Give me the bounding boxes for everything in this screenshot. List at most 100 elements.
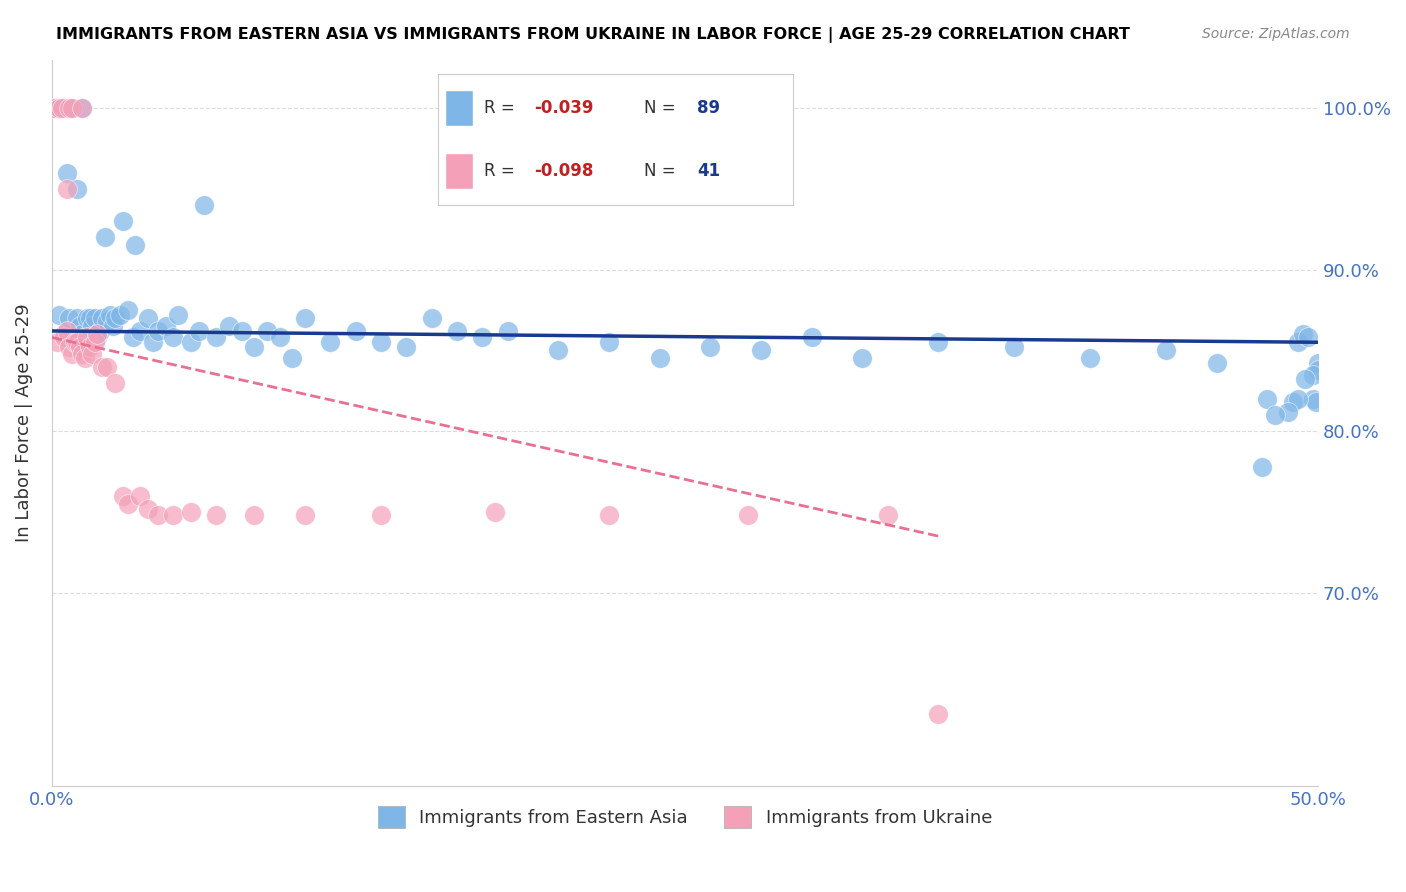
Point bbox=[1295, 372, 1317, 386]
Point bbox=[89, 324, 111, 338]
Point bbox=[927, 706, 949, 721]
Point bbox=[117, 497, 139, 511]
Point bbox=[598, 335, 620, 350]
Point bbox=[256, 324, 278, 338]
Point bbox=[370, 508, 392, 522]
Point bbox=[69, 319, 91, 334]
Point bbox=[269, 330, 291, 344]
Text: Source: ZipAtlas.com: Source: ZipAtlas.com bbox=[1202, 27, 1350, 41]
Point bbox=[205, 330, 228, 344]
Point bbox=[167, 308, 190, 322]
Point bbox=[1302, 392, 1324, 406]
Point bbox=[53, 330, 76, 344]
Point bbox=[420, 311, 443, 326]
Point bbox=[294, 508, 316, 522]
Point bbox=[496, 324, 519, 338]
Point bbox=[70, 346, 93, 360]
Point bbox=[281, 351, 304, 366]
Point bbox=[484, 505, 506, 519]
Point bbox=[927, 335, 949, 350]
Point bbox=[83, 311, 105, 326]
Point bbox=[70, 101, 93, 115]
Point bbox=[187, 324, 209, 338]
Point bbox=[91, 359, 114, 374]
Point bbox=[104, 376, 127, 390]
Point bbox=[180, 335, 202, 350]
Point bbox=[104, 311, 127, 326]
Point bbox=[53, 327, 76, 342]
Point bbox=[76, 311, 98, 326]
Point bbox=[66, 335, 89, 350]
Point bbox=[58, 101, 80, 115]
Point bbox=[91, 311, 114, 326]
Point bbox=[60, 346, 83, 360]
Point bbox=[800, 330, 823, 344]
Point bbox=[162, 330, 184, 344]
Point bbox=[1078, 351, 1101, 366]
Point bbox=[58, 340, 80, 354]
Point bbox=[56, 324, 79, 338]
Point bbox=[53, 101, 76, 115]
Legend: Immigrants from Eastern Asia, Immigrants from Ukraine: Immigrants from Eastern Asia, Immigrants… bbox=[371, 799, 1000, 836]
Point bbox=[370, 335, 392, 350]
Point bbox=[1308, 363, 1330, 377]
Point bbox=[547, 343, 569, 358]
Point bbox=[79, 340, 101, 354]
Point bbox=[193, 198, 215, 212]
Point bbox=[1308, 356, 1330, 370]
Point bbox=[294, 311, 316, 326]
Point bbox=[48, 101, 70, 115]
Point bbox=[446, 324, 468, 338]
Y-axis label: In Labor Force | Age 25-29: In Labor Force | Age 25-29 bbox=[15, 304, 32, 542]
Point bbox=[136, 311, 159, 326]
Point bbox=[1296, 330, 1319, 344]
Point bbox=[76, 330, 98, 344]
Point bbox=[876, 508, 898, 522]
Point bbox=[205, 508, 228, 522]
Point bbox=[60, 330, 83, 344]
Point bbox=[111, 214, 134, 228]
Point bbox=[344, 324, 367, 338]
Point bbox=[94, 230, 117, 244]
Point bbox=[1256, 392, 1278, 406]
Point bbox=[121, 330, 143, 344]
Point bbox=[79, 330, 101, 344]
Point bbox=[111, 489, 134, 503]
Point bbox=[142, 335, 165, 350]
Point bbox=[1286, 335, 1309, 350]
Point bbox=[73, 351, 96, 366]
Point bbox=[1286, 392, 1309, 406]
Point bbox=[218, 319, 240, 334]
Point bbox=[1281, 395, 1303, 409]
Point bbox=[1292, 327, 1315, 342]
Point bbox=[58, 311, 80, 326]
Point bbox=[1264, 408, 1286, 422]
Point bbox=[48, 101, 70, 115]
Point bbox=[44, 101, 66, 115]
Point bbox=[124, 238, 146, 252]
Point bbox=[471, 330, 494, 344]
Point bbox=[60, 101, 83, 115]
Point bbox=[98, 308, 121, 322]
Point bbox=[69, 340, 91, 354]
Point bbox=[60, 101, 83, 115]
Point bbox=[243, 340, 266, 354]
Point bbox=[56, 166, 79, 180]
Point bbox=[51, 101, 73, 115]
Point bbox=[851, 351, 873, 366]
Point bbox=[180, 505, 202, 519]
Point bbox=[70, 101, 93, 115]
Point bbox=[737, 508, 759, 522]
Point bbox=[45, 335, 67, 350]
Point bbox=[96, 314, 118, 328]
Point bbox=[117, 302, 139, 317]
Point bbox=[243, 508, 266, 522]
Point bbox=[66, 311, 89, 326]
Point bbox=[56, 182, 79, 196]
Point bbox=[63, 335, 86, 350]
Point bbox=[648, 351, 671, 366]
Point bbox=[1251, 459, 1274, 474]
Point bbox=[70, 327, 93, 342]
Point bbox=[129, 489, 152, 503]
Point bbox=[1002, 340, 1025, 354]
